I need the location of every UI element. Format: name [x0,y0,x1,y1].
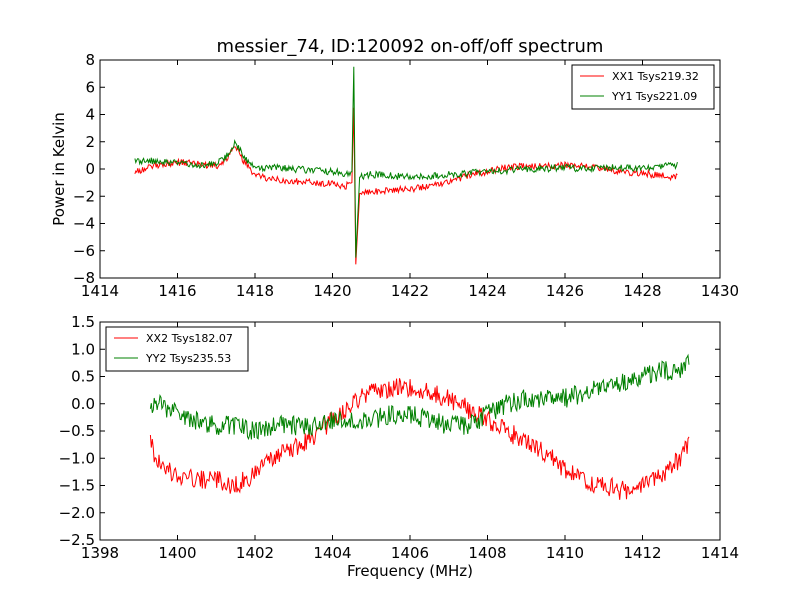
y-tick-label: −8 [73,269,95,287]
bottom-panel: 1398 1400 1402 1404 1406 1408 1410 1412 1414 −2.5… [59,313,740,580]
y-tick-label: −1.5 [59,477,95,495]
legend-label: YY2 Tsys235.53 [145,352,231,365]
y-tick-label: 1.5 [71,313,95,331]
x-tick-label: 1404 [313,544,351,562]
x-tick-label: 1402 [236,544,274,562]
y-tick-label: −2 [73,187,95,205]
x-tick-label: 1420 [313,282,351,300]
x-tick-label: 1426 [546,282,584,300]
y-tick-label: 0.0 [71,395,95,413]
series-line-2 [134,66,678,258]
series-line-1 [134,107,678,265]
y-tick-label: −0.5 [59,422,95,440]
y-tick-label: −2.5 [59,531,95,549]
series-line-2 [149,353,690,441]
x-tick-label: 1408 [468,544,506,562]
y-tick-label: 0.5 [71,368,95,386]
y-tick-label: 4 [85,106,95,124]
x-tick-label: 1412 [623,544,661,562]
x-tick-label: 1414 [81,282,119,300]
legend-label: XX1 Tsys219.32 [612,70,699,83]
x-tick-label: 1398 [81,544,119,562]
x-tick-label: 1414 [701,544,739,562]
figure-title: messier_74, ID:120092 on-off/off spectru… [217,36,604,57]
x-tick-label: 1424 [468,282,506,300]
y-tick-label: 8 [85,51,95,69]
x-tick-label: 1410 [546,544,584,562]
y-tick-label: −4 [73,215,95,233]
y-tick-label: −1.0 [59,449,95,467]
x-tick-label: 1428 [623,282,661,300]
legend-label: XX2 Tsys182.07 [146,332,233,345]
y-tick-label: −2.0 [59,504,95,522]
x-axis-label: Frequency (MHz) [347,562,473,580]
x-tick-label: 1430 [701,282,739,300]
legend-box [105,326,249,372]
y-tick-label: 1.0 [71,340,95,358]
y-tick-label: 0 [85,160,95,178]
y-tick-label: 2 [85,133,95,151]
y-axis-label: Power in Kelvin [50,112,68,226]
y-tick-label: 6 [85,78,95,96]
x-tick-label: 1406 [391,544,429,562]
x-tick-label: 1400 [158,544,196,562]
x-tick-label: 1416 [158,282,196,300]
legend-box [571,64,715,110]
x-tick-label: 1418 [236,282,274,300]
legend-label: YY1 Tsys221.09 [611,90,697,103]
series-line-1 [149,378,690,500]
y-tick-label: −6 [73,242,95,260]
top-panel: 1414 1416 1418 1420 1422 1424 1426 1428 1430 −8 −6… [50,51,739,300]
x-tick-label: 1422 [391,282,429,300]
